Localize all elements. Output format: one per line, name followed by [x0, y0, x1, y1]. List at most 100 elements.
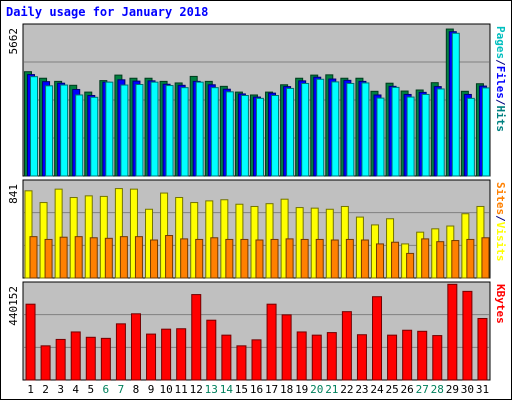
legend-part: / [494, 215, 507, 222]
bar-kbytes-day-1 [25, 303, 36, 381]
x-tick-label: 4 [72, 383, 79, 396]
bar-pages-day-19 [301, 82, 310, 177]
bar-pages-day-16 [255, 97, 264, 177]
x-tick-label: 28 [431, 383, 444, 396]
bar-pages [255, 97, 264, 177]
bar-sites [330, 239, 339, 279]
bar-sites [285, 238, 294, 279]
bar-pages-day-29 [451, 32, 460, 177]
bar-sites-day-26 [406, 252, 415, 279]
bar-sites [225, 238, 234, 279]
bar-visits-day-8 [129, 188, 138, 279]
bar-pages [436, 88, 445, 177]
panel-max-label: 841 [7, 184, 20, 204]
bar-visits [129, 188, 138, 279]
bar-pages [120, 84, 129, 177]
bar-kbytes [356, 334, 367, 381]
bar-sites [255, 239, 264, 279]
bar-pages-day-4 [75, 94, 84, 177]
legend-part: / [494, 59, 507, 66]
bar-sites [134, 236, 143, 279]
panel-legend: Pages/Files/Hits [494, 26, 507, 132]
bar-pages [376, 97, 385, 177]
bar-sites-day-2 [44, 238, 53, 279]
legend-part: KBytes [494, 284, 507, 324]
bar-sites-day-9 [150, 239, 159, 279]
bar-kbytes [191, 294, 202, 381]
bar-pages-day-22 [346, 82, 355, 177]
bar-kbytes-day-9 [146, 333, 157, 381]
bar-sites-day-30 [466, 238, 475, 279]
x-tick-label: 10 [159, 383, 172, 396]
bar-kbytes [251, 339, 262, 381]
bar-pages-day-31 [481, 87, 490, 177]
bar-pages-day-1 [30, 76, 38, 177]
bar-pages-day-25 [391, 86, 400, 177]
bar-sites-day-11 [180, 238, 189, 279]
bar-kbytes [206, 319, 217, 381]
bar-pages-day-23 [361, 82, 370, 177]
x-tick-label: 23 [355, 383, 368, 396]
bar-sites [74, 236, 83, 279]
bar-sites [406, 252, 415, 279]
bar-kbytes [432, 335, 443, 381]
bar-kbytes-day-4 [70, 331, 81, 381]
chart-title: Daily usage for January 2018 [6, 5, 208, 19]
bar-pages-day-3 [60, 84, 69, 177]
bar-pages [30, 76, 38, 177]
bar-sites [29, 236, 38, 279]
x-tick-label: 21 [325, 383, 338, 396]
bar-visits [114, 188, 123, 279]
bar-kbytes-day-5 [85, 336, 96, 381]
bar-kbytes [161, 328, 172, 381]
x-tick-label: 20 [310, 383, 323, 396]
bar-sites-day-10 [165, 235, 174, 279]
x-tick-label: 19 [295, 383, 308, 396]
bar-pages-day-13 [210, 87, 219, 177]
bar-visits [220, 199, 229, 279]
bar-sites-day-15 [240, 238, 249, 279]
bar-sites-day-20 [315, 238, 324, 279]
bar-kbytes-day-10 [161, 328, 172, 381]
bar-sites [300, 238, 309, 279]
bar-pages-day-20 [316, 78, 325, 177]
bar-pages [481, 87, 490, 177]
bar-sites-day-8 [134, 236, 143, 279]
bar-pages-day-5 [90, 96, 99, 177]
bar-kbytes [417, 330, 428, 381]
bar-pages [361, 82, 370, 177]
bar-pages [331, 81, 340, 177]
bar-sites [360, 239, 369, 279]
bar-pages [105, 81, 114, 177]
bar-pages-day-28 [436, 88, 445, 177]
bar-pages-day-11 [180, 87, 189, 177]
bar-pages-day-15 [240, 94, 249, 177]
bar-sites [89, 237, 98, 279]
bar-visits-day-14 [220, 199, 229, 279]
bar-kbytes [477, 317, 488, 381]
bar-pages [45, 85, 54, 177]
bar-pages-day-27 [421, 93, 430, 177]
x-tick-label: 16 [250, 383, 263, 396]
bar-sites [240, 238, 249, 279]
bar-sites-day-6 [104, 237, 113, 279]
bar-pages [271, 94, 280, 177]
x-tick-label: 11 [175, 383, 188, 396]
bar-sites-day-29 [451, 240, 460, 279]
panel-kbytes: 440152 KBytes [7, 281, 507, 381]
bar-pages [90, 96, 99, 177]
legend-part: Hits [494, 106, 507, 133]
bar-sites [180, 238, 189, 279]
bar-kbytes [296, 331, 307, 381]
x-tick-label: 1 [27, 383, 34, 396]
bar-sites [104, 237, 113, 279]
bar-kbytes [326, 332, 337, 381]
bar-sites [59, 236, 68, 279]
bar-pages-day-9 [150, 81, 159, 177]
x-tick-label: 14 [220, 383, 234, 396]
bar-kbytes-day-31 [477, 317, 488, 381]
x-tick-label: 13 [205, 383, 218, 396]
bar-kbytes-day-6 [100, 337, 111, 381]
bar-sites [210, 237, 219, 279]
